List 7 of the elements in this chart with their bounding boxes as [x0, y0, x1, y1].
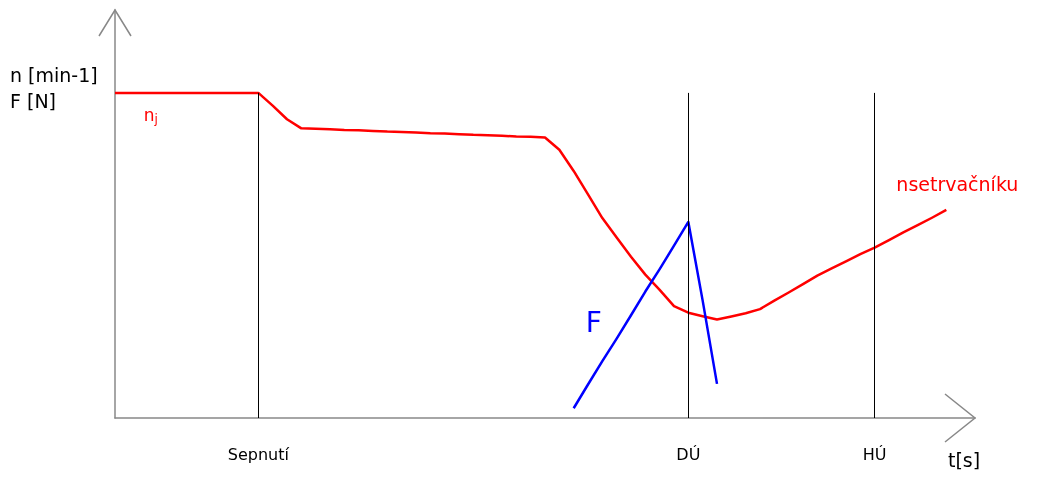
x-tick-label: HÚ: [862, 444, 887, 464]
x-tick-label: Sepnutí: [227, 444, 290, 464]
y-axis-title: n [min-1] F [N]: [10, 64, 98, 112]
x-axis-title: t[s]: [948, 448, 981, 471]
x-tick-label: DÚ: [676, 444, 701, 464]
series-label: F: [585, 305, 602, 339]
series-label: nsetrvačníku: [896, 173, 1019, 196]
